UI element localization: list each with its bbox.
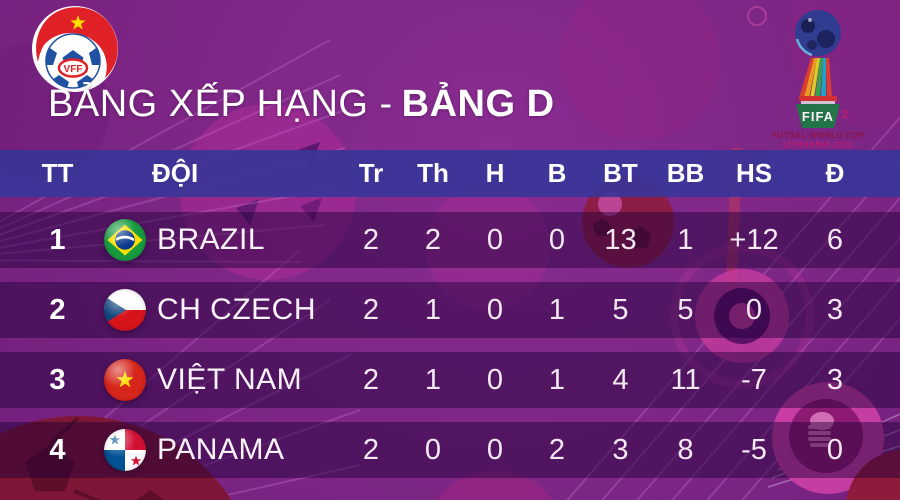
fifa-band-text: FIFA [802,109,834,124]
vff-logo: VFF [32,6,118,92]
col-header-goals-for: BT [603,158,638,188]
col-header-played: Tr [358,158,384,188]
points-cell: 6 [826,223,844,256]
played-cell: 2 [362,433,380,466]
goals-against-cell: 5 [677,293,694,326]
team-name: CH CZECH [157,293,316,326]
star-icon [70,15,86,30]
losses-cell: 2 [548,433,566,466]
vff-logo-text: VFF [64,64,83,75]
goals-for-cell: 13 [604,223,637,256]
goals-against-cell: 1 [677,223,694,256]
fifa-2021-mark: 2 [842,109,848,121]
played-cell: 2 [362,363,380,396]
brazil-flag-icon [103,218,147,262]
points-cell: 3 [826,293,844,326]
points-cell: 3 [826,363,844,396]
page-title-group: BẢNG D [401,83,555,125]
goals-against-cell: 11 [670,363,701,396]
team-flag-cell [95,288,155,332]
page-title: BẢNG XẾP HẠNG - BẢNG D [48,83,555,126]
col-header-goal-diff: HS [735,158,773,188]
goals-for-cell: 4 [612,363,629,396]
table-row: 4 PANAMA 2 0 0 2 3 [0,422,900,478]
goal-diff-cell: -5 [741,433,767,466]
col-header-points: Đ [825,158,845,188]
czech-flag-icon [103,288,147,332]
col-header-wins: Th [417,158,449,188]
draws-cell: 0 [486,293,504,326]
table-row: 2 CH CZECH 2 1 0 1 5 5 0 3 [0,282,900,338]
vietnam-flag-icon [103,358,147,402]
team-name: BRAZIL [157,223,266,256]
goal-diff-cell: 0 [745,293,763,326]
fifa-logo-line2: LITHUANIA 2021 [783,140,853,148]
team-name: VIỆT NAM [157,363,303,396]
page-title-regular: BẢNG XẾP HẠNG - [48,83,393,125]
wins-cell: 1 [424,363,442,396]
team-flag-cell [95,428,155,472]
draws-cell: 0 [486,433,504,466]
fifa-futsal-world-cup-logo: FIFA 2 FUTSAL WORLD CUP LITHUANIA 2021 [772,10,865,148]
rank-cell: 1 [49,223,66,256]
goals-for-cell: 3 [612,433,629,466]
team-flag-cell [95,358,155,402]
draws-cell: 0 [486,223,504,256]
col-header-position: TT [41,158,74,188]
panama-flag-icon [103,428,147,472]
wins-cell: 1 [424,293,442,326]
wins-cell: 2 [424,223,442,256]
draws-cell: 0 [486,363,504,396]
losses-cell: 1 [548,293,566,326]
points-cell: 0 [826,433,844,466]
table-row: 1 BRAZIL 2 2 0 0 13 1 +12 6 [0,212,900,268]
table-row: 3 VIỆT NAM 2 1 0 1 4 11 -7 3 [0,352,900,408]
played-cell: 2 [362,293,380,326]
trophy-streamers [799,58,832,98]
played-cell: 2 [362,223,380,256]
goal-diff-cell: -7 [741,363,767,396]
losses-cell: 0 [548,223,566,256]
rank-cell: 2 [49,293,66,326]
rank-cell: 4 [49,433,66,466]
goals-for-cell: 5 [612,293,629,326]
wins-cell: 0 [424,433,442,466]
goal-diff-cell: +12 [729,223,779,256]
team-name: PANAMA [157,433,285,466]
col-header-team: ĐỘI [152,158,199,188]
table-header-row: TT ĐỘI Tr Th H B BT BB HS Đ [0,150,900,197]
mini-glove-icon [808,412,834,447]
team-flag-cell [95,218,155,262]
col-header-draws: H [485,158,505,188]
rank-cell: 3 [49,363,66,396]
goals-against-cell: 8 [677,433,694,466]
col-header-goals-against: BB [666,158,705,188]
losses-cell: 1 [548,363,566,396]
fifa-logo-line1: FUTSAL WORLD CUP [772,130,865,140]
col-header-losses: B [547,158,567,188]
